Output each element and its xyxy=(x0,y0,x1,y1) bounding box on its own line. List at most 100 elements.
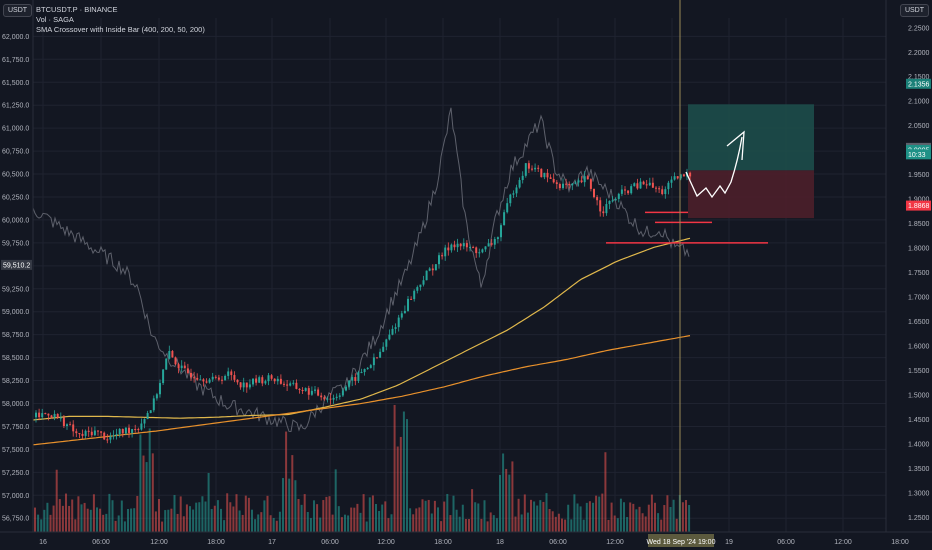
time-tick-6: 12:00 xyxy=(377,539,395,546)
candle-body-131 xyxy=(441,255,444,257)
volume-bar-99 xyxy=(340,517,343,532)
candle-body-127 xyxy=(428,268,431,271)
candle-body-191 xyxy=(627,190,630,194)
current-price-tag-bg xyxy=(1,259,32,270)
left-tick-1: 61,750.0 xyxy=(2,57,29,64)
left-currency-badge[interactable]: USDT xyxy=(3,4,33,17)
volume-bar-49 xyxy=(185,504,188,532)
volume-bar-111 xyxy=(378,511,381,532)
candle-body-80 xyxy=(283,383,285,385)
candle-body-111 xyxy=(379,351,382,358)
candle-body-201 xyxy=(658,188,661,190)
volume-bar-195 xyxy=(638,506,641,532)
candle-body-101 xyxy=(348,380,351,387)
left-tick-19: 57,250.0 xyxy=(2,470,29,477)
volume-bar-38 xyxy=(151,453,154,532)
candle-body-208 xyxy=(679,174,682,179)
candle-body-13 xyxy=(75,431,78,434)
left-axis-bg xyxy=(0,0,33,550)
time-tick-14: 12:00 xyxy=(834,539,852,546)
candle-body-115 xyxy=(391,328,394,335)
volume-bar-104 xyxy=(356,503,359,532)
volume-bar-113 xyxy=(384,501,387,532)
candle-body-79 xyxy=(279,378,282,384)
right-tick-9: 1.8000 xyxy=(908,246,930,253)
candle-body-143 xyxy=(478,252,481,254)
candle-body-26 xyxy=(115,434,118,436)
candle-body-185 xyxy=(608,200,611,205)
candle-body-184 xyxy=(605,204,608,214)
candle-body-178 xyxy=(586,176,589,180)
candle-body-43 xyxy=(168,351,171,359)
volume-bar-148 xyxy=(492,515,495,532)
left-tick-14: 58,500.0 xyxy=(2,355,29,362)
volume-bar-137 xyxy=(458,516,461,532)
candle-body-112 xyxy=(382,346,385,352)
volume-bar-189 xyxy=(619,498,622,532)
volume-bar-144 xyxy=(480,518,483,532)
volume-bar-44 xyxy=(170,508,173,532)
volume-bars xyxy=(34,404,691,532)
volume-bar-172 xyxy=(567,504,570,532)
volume-bar-163 xyxy=(539,500,542,532)
candle-body-203 xyxy=(664,189,667,195)
candle-body-20 xyxy=(97,430,99,432)
candle-body-78 xyxy=(276,378,279,382)
volume-bar-136 xyxy=(455,509,458,532)
volume-bar-102 xyxy=(350,507,353,532)
right-tick-8: 1.8500 xyxy=(908,221,930,228)
volume-bar-183 xyxy=(601,493,604,532)
volume-bar-42 xyxy=(164,510,167,532)
candle-body-70 xyxy=(252,378,254,385)
candle-body-206 xyxy=(673,176,676,180)
right-currency-badge[interactable]: USDT xyxy=(899,4,929,17)
volume-bar-70 xyxy=(251,509,253,532)
volume-bar-184 xyxy=(604,452,607,532)
candle-body-165 xyxy=(546,172,549,178)
volume-bar-150 xyxy=(499,474,501,532)
volume-bar-138 xyxy=(461,504,464,532)
volume-indicator-label[interactable]: Vol · SAGA xyxy=(36,15,74,24)
right-tick-2: 2.1500 xyxy=(908,74,930,81)
volume-bar-1 xyxy=(37,514,40,532)
time-tick-12: 19 xyxy=(725,539,733,546)
left-tick-4: 61,000.0 xyxy=(2,126,29,133)
volume-bar-176 xyxy=(579,506,582,532)
left-tick-5: 60,750.0 xyxy=(2,149,29,156)
candle-body-133 xyxy=(447,247,450,251)
candle-body-0 xyxy=(35,412,37,418)
overlay-series xyxy=(32,107,690,433)
volume-bar-210 xyxy=(685,500,687,532)
candle-body-89 xyxy=(310,390,313,395)
time-tick-0: 16 xyxy=(39,539,47,546)
volume-bar-167 xyxy=(551,511,554,532)
volume-bar-82 xyxy=(288,478,291,532)
target-zone xyxy=(688,104,814,171)
volume-bar-12 xyxy=(71,499,74,532)
candle-body-93 xyxy=(323,397,326,400)
candle-body-132 xyxy=(444,247,447,257)
volume-bar-127 xyxy=(427,499,430,532)
candle-body-118 xyxy=(400,313,403,318)
volume-bar-15 xyxy=(80,504,83,532)
candle-body-130 xyxy=(438,255,440,265)
volume-bar-87 xyxy=(303,494,306,532)
symbol-title[interactable]: BTCUSDT.P · BINANCE xyxy=(36,5,118,14)
volume-bar-45 xyxy=(173,494,176,532)
candle-body-120 xyxy=(407,298,409,311)
volume-bar-129 xyxy=(433,500,436,532)
candle-body-19 xyxy=(93,430,96,436)
candle-body-98 xyxy=(338,395,341,397)
indicator-label[interactable]: SMA Crossover with Inside Bar (400, 200,… xyxy=(36,25,205,34)
candle-body-2 xyxy=(41,413,44,418)
volume-bar-117 xyxy=(396,446,399,532)
sma-lines xyxy=(32,237,691,446)
volume-bar-192 xyxy=(629,502,632,532)
volume-bar-53 xyxy=(198,502,201,532)
volume-bar-202 xyxy=(660,519,663,532)
volume-bar-145 xyxy=(483,500,486,532)
candle-body-189 xyxy=(620,189,623,194)
volume-bar-4 xyxy=(46,502,49,532)
